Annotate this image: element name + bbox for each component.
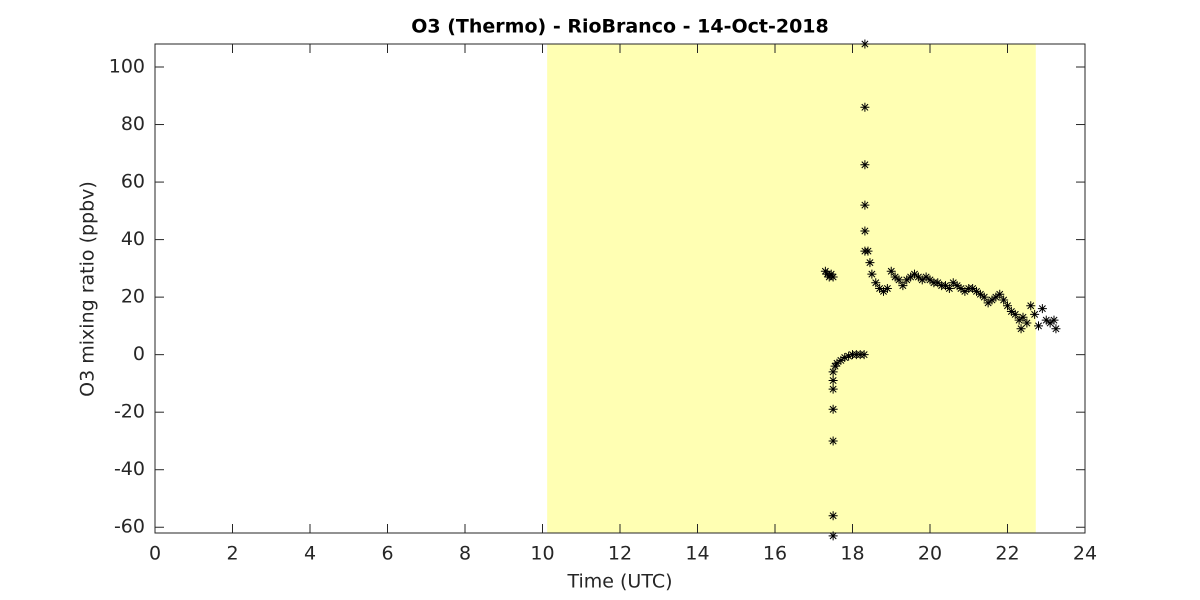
data-point [995,289,1005,299]
x-axis-label: Time (UTC) [566,571,672,593]
data-point [875,284,885,293]
data-point [1014,315,1024,325]
data-point [836,355,846,365]
data-point [860,39,870,49]
y-tick-label: 60 [121,171,145,193]
data-point [828,376,838,386]
x-tick-label: 20 [918,543,942,565]
data-point [860,200,870,210]
data-point [832,358,842,368]
data-point [952,281,962,291]
data-point [890,272,900,282]
chart-title: O3 (Thermo) - RioBranco - 14-Oct-2018 [411,16,828,38]
data-point [830,361,840,371]
y-tick-label: -40 [114,458,145,480]
data-point [828,272,838,282]
data-point [925,275,935,285]
data-point [991,292,1001,302]
data-point [826,269,836,279]
data-point [1049,315,1059,325]
data-point [941,281,950,291]
data-point [1051,324,1061,334]
y-tick-label: 100 [109,56,145,78]
y-tick-label: 80 [121,113,145,135]
data-point [859,350,869,360]
data-point [867,269,877,279]
x-tick-label: 12 [608,543,632,565]
data-point [1018,312,1028,322]
data-point [1041,315,1051,325]
x-tick-label: 8 [459,543,471,565]
data-point [902,275,912,285]
data-point [865,258,875,268]
data-point [860,102,870,112]
y-tick-label: 40 [121,228,145,250]
data-point [882,284,892,293]
x-tick-label: 14 [685,543,709,565]
data-point [828,384,838,394]
data-point [828,404,838,414]
data-point [840,353,850,363]
y-axis-label: O3 mixing ratio (ppbv) [77,181,99,397]
data-point [987,295,997,305]
data-point [1006,307,1016,317]
x-tick-label: 18 [840,543,864,565]
data-point [913,272,923,282]
data-point [948,278,958,288]
axes-box [154,43,1086,534]
data-point [1016,324,1026,334]
data-point [968,284,978,293]
data-point [910,269,919,279]
y-tick-label: -20 [114,401,145,423]
data-point [863,246,873,256]
data-point [1045,318,1055,328]
data-point [917,275,927,285]
data-point [933,278,943,288]
data-point [871,278,881,288]
data-point [1022,318,1032,328]
data-point [1037,304,1047,314]
data-point [844,351,854,361]
x-tick-label: 16 [763,543,787,565]
data-point [828,531,838,541]
data-point [999,295,1009,305]
data-point [828,367,838,377]
data-point [1030,309,1040,319]
x-tick-label: 22 [995,543,1019,565]
data-point [1026,301,1036,311]
x-tick-label: 0 [149,543,161,565]
y-tick-label: 20 [121,286,145,308]
data-point [983,298,993,308]
y-tick-label: -60 [114,516,145,538]
data-point [975,289,985,299]
data-point [894,275,904,285]
data-point [820,266,830,276]
data-point [960,286,970,296]
y-tick-label: 0 [133,343,145,365]
data-point [956,284,966,293]
data-point [1010,309,1020,319]
data-point [921,272,931,282]
data-point [972,286,981,296]
data-point [906,272,916,282]
data-point [1034,321,1043,331]
data-point [828,436,838,446]
data-point [979,292,989,302]
data-point [879,286,888,296]
data-point [886,266,896,276]
data-point [944,284,954,293]
x-tick-label: 4 [304,543,316,565]
data-point [898,281,908,291]
data-point [860,226,870,236]
data-point [828,511,838,521]
x-tick-label: 24 [1073,543,1097,565]
x-tick-label: 10 [530,543,554,565]
x-tick-label: 2 [226,543,238,565]
data-point [1003,301,1012,311]
data-point [860,160,870,170]
x-tick-label: 6 [381,543,393,565]
